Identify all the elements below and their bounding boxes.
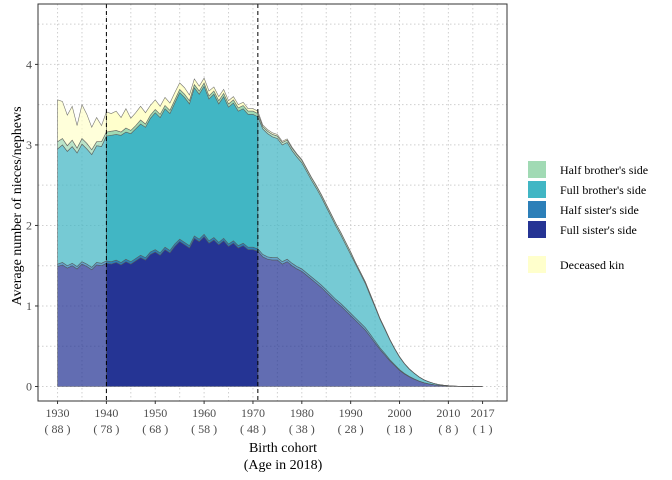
plot-frame	[37, 3, 508, 402]
x-tick-label: 1980	[290, 406, 314, 420]
y-tick-label: 0	[26, 380, 32, 394]
x-tick-age-label: ( 68 )	[142, 422, 168, 436]
y-tick-label: 3	[26, 138, 32, 152]
x-tick-age-label: ( 38 )	[289, 422, 315, 436]
x-tick-age-label: ( 18 )	[387, 422, 413, 436]
x-tick-label: 1970	[241, 406, 265, 420]
legend-swatch-full-sister-s-side	[528, 221, 546, 238]
area-full-sister-s-side-outside-left	[57, 262, 107, 387]
x-tick-label: 2010	[436, 406, 460, 420]
legend: Half brother's side Full brother's side Ha…	[528, 161, 648, 273]
y-tick-label: 1	[26, 299, 32, 313]
x-axis-subtitle: (Age in 2018)	[244, 458, 323, 473]
x-tick-label: 1960	[192, 406, 216, 420]
y-axis: 0 1 2 3 4	[26, 57, 38, 394]
reference-lines	[105, 4, 259, 401]
x-axis-title: Birth cohort	[249, 441, 317, 456]
x-tick-label: 1950	[143, 406, 167, 420]
legend-label-half-sister-s-side: Half sister's side	[560, 203, 639, 217]
y-tick-label: 4	[26, 57, 32, 71]
legend-label-full-brother-s-side: Full brother's side	[560, 183, 646, 197]
legend-swatch-half-brother-s-side	[528, 161, 546, 178]
y-tick-label: 2	[26, 218, 32, 232]
x-tick-label: 2000	[388, 406, 412, 420]
legend-swatch-half-sister-s-side	[528, 201, 546, 218]
x-tick-age-label: ( 1 )	[473, 422, 493, 436]
legend-swatch-full-brother-s-side	[528, 181, 546, 198]
x-tick-label: 2017	[471, 406, 495, 420]
x-tick-age-label: ( 28 )	[338, 422, 364, 436]
x-tick-age-label: ( 48 )	[240, 422, 266, 436]
legend-label-deceased-kin: Deceased kin	[560, 258, 624, 272]
x-tick-age-label: ( 58 )	[191, 422, 217, 436]
x-axis: 1930 ( 88 ) 1940 ( 78 ) 1950 ( 68 ) 1960 ( 58 )…	[45, 401, 495, 436]
x-tick-age-label: ( 88 )	[45, 422, 71, 436]
legend-label-full-sister-s-side: Full sister's side	[560, 223, 637, 237]
area-deceased-kin-outside-right	[257, 110, 483, 387]
x-tick-label: 1990	[339, 406, 363, 420]
x-tick-label: 1930	[46, 406, 70, 420]
x-tick-age-label: ( 8 )	[438, 422, 458, 436]
legend-swatch-deceased-kin	[528, 256, 546, 273]
x-tick-age-label: ( 78 )	[93, 422, 119, 436]
area-full-brother-s-side-outside-left	[57, 135, 107, 268]
plot-border	[37, 3, 508, 402]
y-axis-title: Average number of nieces/nephews	[10, 106, 25, 305]
legend-label-half-brother-s-side: Half brother's side	[560, 163, 648, 177]
stacked-areas	[57, 77, 483, 387]
x-tick-label: 1940	[94, 406, 118, 420]
